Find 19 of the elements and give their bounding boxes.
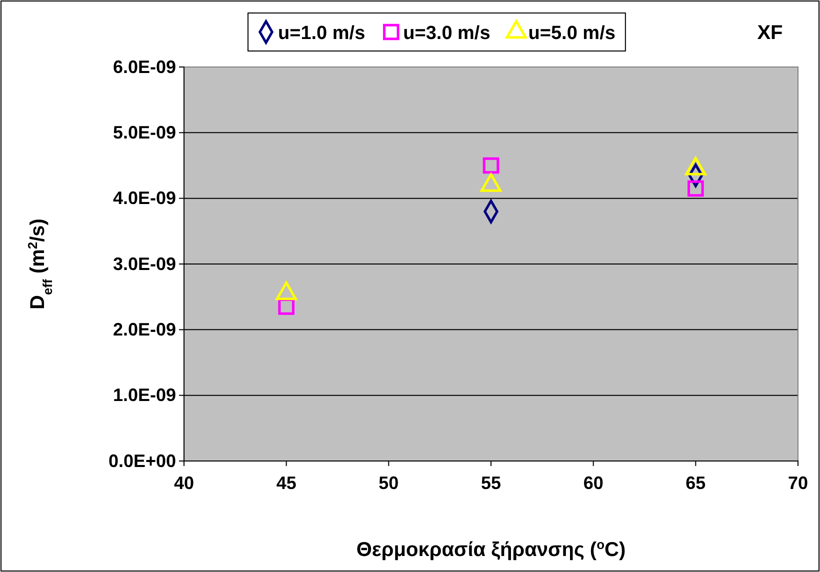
x-tick-label: 40 <box>174 472 194 493</box>
x-axis-title: Θερμοκρασία ξήρανσης ($^{o}$C) <box>356 536 626 561</box>
legend-label: u=1.0 m/s <box>278 23 366 44</box>
x-tick-label: 70 <box>788 472 808 493</box>
y-tick-label: 0.0E+00 <box>108 450 176 471</box>
x-tick-label: 60 <box>583 472 604 493</box>
legend-label: u=5.0 m/s <box>528 23 616 44</box>
x-tick-label: 55 <box>480 472 502 493</box>
y-tick-label: 2.0E-09 <box>112 319 176 340</box>
x-tick-label: 45 <box>276 472 296 493</box>
y-tick-label: 1.0E-09 <box>112 385 176 406</box>
y-tick-label: 4.0E-09 <box>112 188 176 208</box>
x-tick-label: 65 <box>686 472 706 493</box>
text: XF <box>757 22 783 44</box>
y-tick-label: 6.0E-09 <box>112 56 176 77</box>
x-tick-label: 50 <box>378 472 399 493</box>
legend-label: u=3.0 m/s <box>403 23 490 44</box>
y-tick-label: 5.0E-09 <box>112 122 176 142</box>
y-tick-label: 3.0E-09 <box>112 254 176 274</box>
